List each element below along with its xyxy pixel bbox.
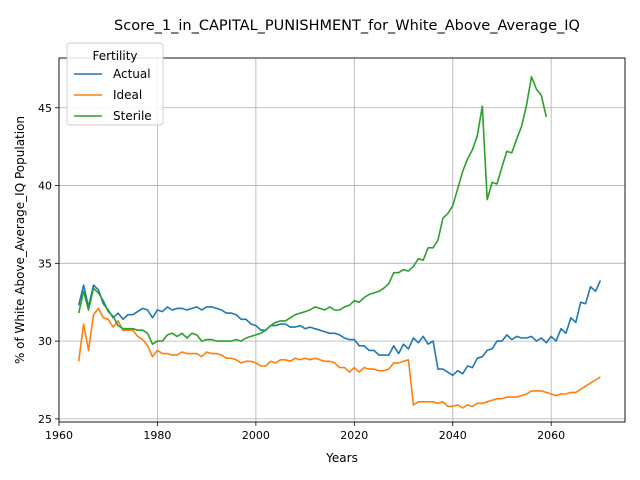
legend-label-sterile: Sterile	[113, 109, 152, 123]
x-axis-ticks: 1960 1980 2000 2020 2040 2060	[45, 422, 565, 442]
x-axis-label: Years	[325, 451, 358, 465]
x-tick-label: 1980	[143, 429, 171, 442]
y-tick-label: 35	[38, 257, 52, 270]
x-tick-label: 2040	[439, 429, 467, 442]
series-layer	[77, 75, 602, 409]
x-tick-label: 2060	[537, 429, 565, 442]
legend: Fertility Actual Ideal Sterile	[66, 42, 164, 126]
legend-title: Fertility	[92, 49, 137, 63]
legend-box	[66, 42, 164, 126]
series-line-actual	[77, 280, 602, 377]
series-line-ideal	[77, 307, 601, 409]
legend-label-actual: Actual	[113, 67, 151, 81]
series-line-sterile	[77, 75, 548, 346]
plot-frame	[58, 57, 626, 423]
chart-title: Score_1_in_CAPITAL_PUNISHMENT_for_White_…	[114, 18, 580, 34]
x-tick-label: 2020	[340, 429, 368, 442]
y-tick-label: 30	[38, 335, 52, 348]
x-tick-label: 2000	[242, 429, 270, 442]
y-tick-label: 25	[38, 413, 52, 426]
y-tick-label: 40	[38, 180, 52, 193]
y-axis-label: % of White Above_Average_IQ Population	[13, 116, 27, 364]
x-tick-label: 1960	[45, 429, 73, 442]
y-axis-ticks: 25 30 35 40 45	[38, 102, 59, 426]
y-tick-label: 45	[38, 102, 52, 115]
legend-label-ideal: Ideal	[113, 88, 142, 102]
grid	[58, 58, 625, 422]
